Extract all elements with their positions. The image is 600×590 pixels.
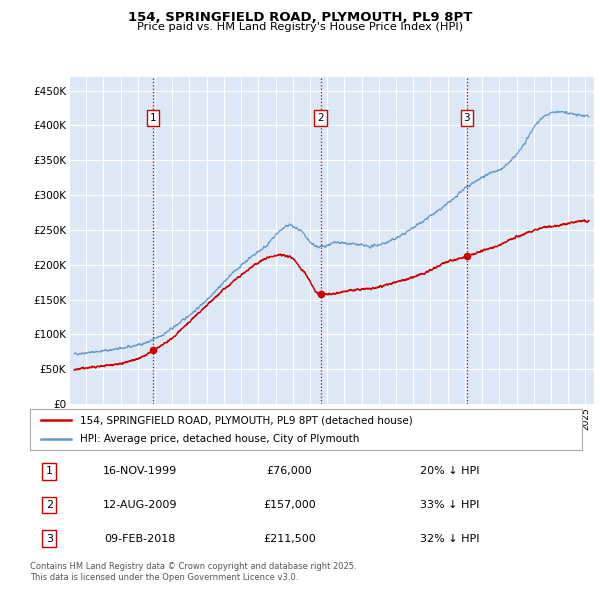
Text: Contains HM Land Registry data © Crown copyright and database right 2025.: Contains HM Land Registry data © Crown c… bbox=[30, 562, 356, 571]
Text: 3: 3 bbox=[46, 533, 53, 543]
Text: 1: 1 bbox=[46, 467, 53, 477]
Text: 16-NOV-1999: 16-NOV-1999 bbox=[103, 467, 178, 477]
Text: £157,000: £157,000 bbox=[263, 500, 316, 510]
Text: £211,500: £211,500 bbox=[263, 533, 316, 543]
Text: 3: 3 bbox=[463, 113, 470, 123]
Text: £76,000: £76,000 bbox=[266, 467, 313, 477]
Text: 1: 1 bbox=[149, 113, 157, 123]
Text: Price paid vs. HM Land Registry's House Price Index (HPI): Price paid vs. HM Land Registry's House … bbox=[137, 22, 463, 32]
Text: 20% ↓ HPI: 20% ↓ HPI bbox=[420, 467, 479, 477]
Text: HPI: Average price, detached house, City of Plymouth: HPI: Average price, detached house, City… bbox=[80, 434, 359, 444]
Text: 2: 2 bbox=[46, 500, 53, 510]
Text: 2: 2 bbox=[317, 113, 324, 123]
Text: 154, SPRINGFIELD ROAD, PLYMOUTH, PL9 8PT (detached house): 154, SPRINGFIELD ROAD, PLYMOUTH, PL9 8PT… bbox=[80, 415, 412, 425]
Text: 154, SPRINGFIELD ROAD, PLYMOUTH, PL9 8PT: 154, SPRINGFIELD ROAD, PLYMOUTH, PL9 8PT bbox=[128, 11, 472, 24]
Text: 09-FEB-2018: 09-FEB-2018 bbox=[105, 533, 176, 543]
Text: This data is licensed under the Open Government Licence v3.0.: This data is licensed under the Open Gov… bbox=[30, 573, 298, 582]
Text: 33% ↓ HPI: 33% ↓ HPI bbox=[420, 500, 479, 510]
Text: 12-AUG-2009: 12-AUG-2009 bbox=[103, 500, 178, 510]
Text: 32% ↓ HPI: 32% ↓ HPI bbox=[420, 533, 479, 543]
